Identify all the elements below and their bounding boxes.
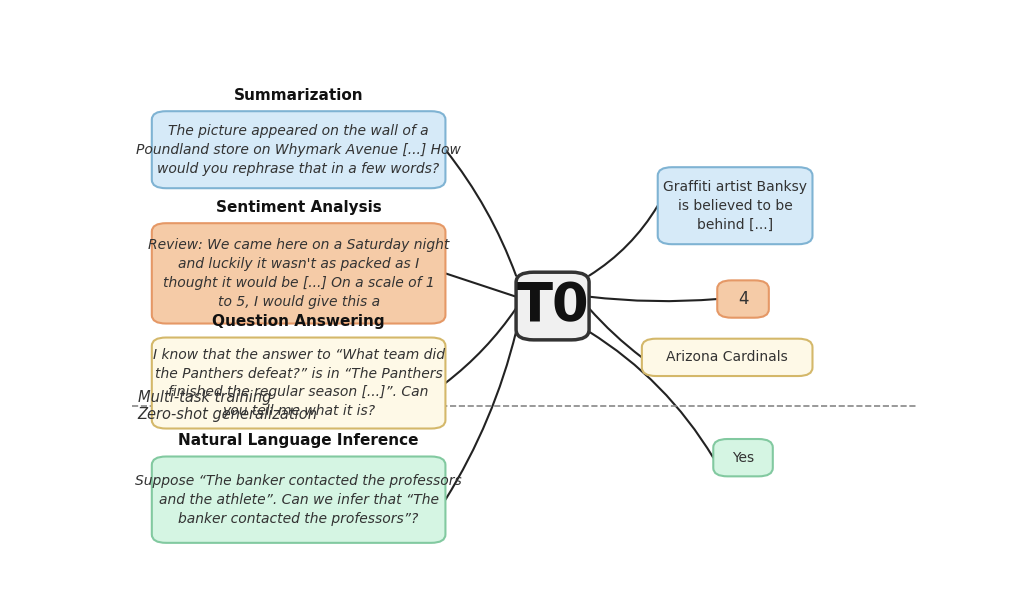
Text: Zero-shot generalization: Zero-shot generalization (137, 407, 317, 422)
FancyBboxPatch shape (714, 439, 773, 476)
Text: Arizona Cardinals: Arizona Cardinals (667, 350, 788, 364)
Text: Summarization: Summarization (233, 88, 364, 103)
Text: Review: We came here on a Saturday night
and luckily it wasn't as packed as I
th: Review: We came here on a Saturday night… (147, 238, 450, 309)
Text: Yes: Yes (732, 451, 754, 465)
FancyBboxPatch shape (657, 167, 812, 244)
Text: Natural Language Inference: Natural Language Inference (178, 433, 419, 448)
FancyBboxPatch shape (717, 281, 769, 318)
Text: Multi-task training: Multi-task training (137, 390, 271, 405)
Text: Graffiti artist Banksy
is believed to be
behind [...]: Graffiti artist Banksy is believed to be… (664, 180, 807, 231)
FancyBboxPatch shape (152, 223, 445, 324)
FancyBboxPatch shape (152, 112, 445, 188)
Text: T0: T0 (516, 280, 589, 332)
FancyBboxPatch shape (152, 338, 445, 428)
FancyBboxPatch shape (642, 339, 812, 376)
Text: The picture appeared on the wall of a
Poundland store on Whymark Avenue [...] Ho: The picture appeared on the wall of a Po… (136, 124, 461, 176)
Text: I know that the answer to “What team did
the Panthers defeat?” is in “The Panthe: I know that the answer to “What team did… (153, 348, 444, 419)
Text: Sentiment Analysis: Sentiment Analysis (216, 200, 382, 215)
FancyBboxPatch shape (152, 456, 445, 543)
FancyBboxPatch shape (516, 272, 589, 340)
Text: Question Answering: Question Answering (212, 314, 385, 329)
Text: 4: 4 (737, 290, 749, 308)
Text: Suppose “The banker contacted the professors
and the athlete”. Can we infer that: Suppose “The banker contacted the profes… (135, 474, 462, 525)
